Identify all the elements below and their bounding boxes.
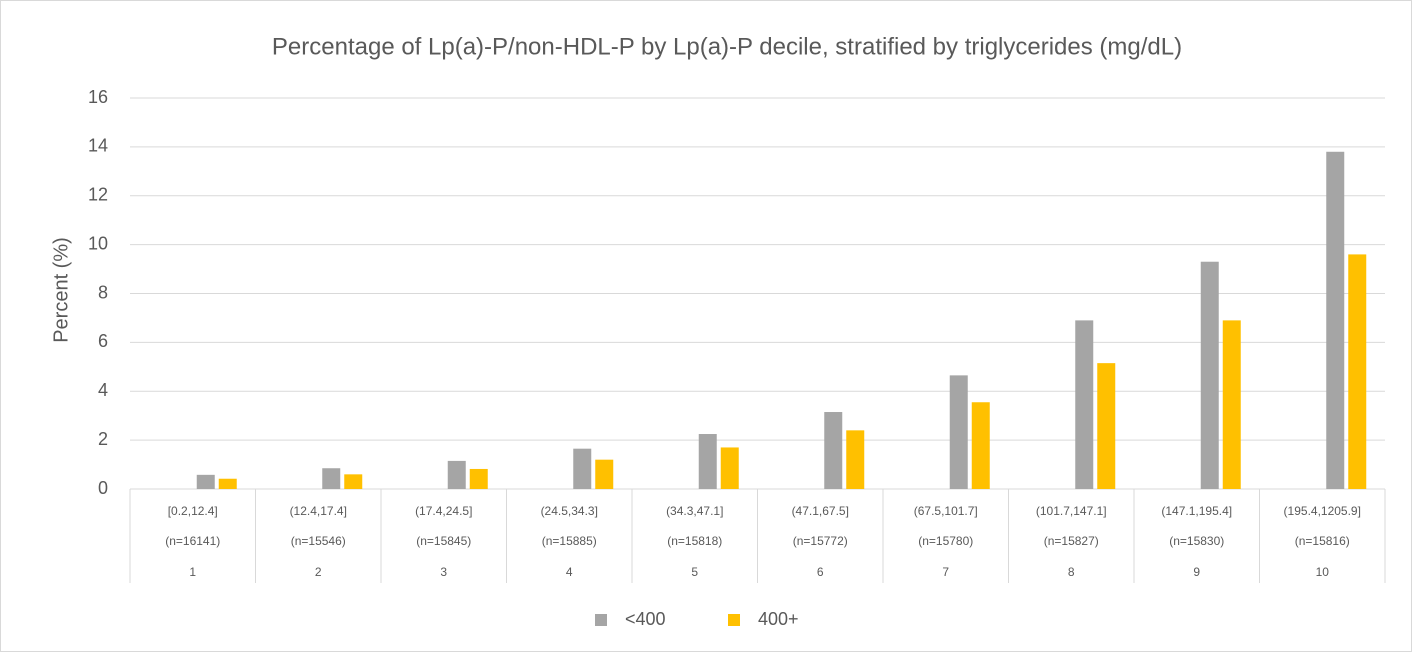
y-tick-label: 6	[98, 331, 108, 351]
x-range-label: (34.3,47.1]	[666, 504, 723, 518]
bar	[447, 460, 466, 489]
bar	[698, 434, 717, 489]
y-axis-label: Percent (%)	[50, 237, 72, 343]
bar	[720, 447, 739, 489]
bar	[196, 474, 215, 489]
x-tick-label: 5	[691, 565, 698, 579]
x-count-label: (n=15816)	[1295, 534, 1350, 548]
y-tick-label: 8	[98, 282, 108, 302]
x-range-label: (47.1,67.5]	[792, 504, 849, 518]
bar	[1348, 254, 1367, 489]
x-tick-label: 2	[315, 565, 322, 579]
bar	[1326, 151, 1345, 489]
x-range-label: (195.4,1205.9]	[1284, 504, 1361, 518]
x-range-label: (101.7,147.1]	[1036, 504, 1107, 518]
bar	[971, 402, 990, 489]
x-tick-label: 7	[942, 565, 949, 579]
bar	[469, 468, 488, 489]
x-count-label: (n=15827)	[1044, 534, 1099, 548]
x-range-label: (24.5,34.3]	[541, 504, 598, 518]
bar	[1075, 320, 1094, 489]
legend-swatch	[595, 614, 607, 626]
x-count-label: (n=15780)	[918, 534, 973, 548]
x-count-label: (n=15885)	[542, 534, 597, 548]
x-tick-label: 4	[566, 565, 573, 579]
legend-swatch	[728, 614, 740, 626]
bar	[824, 412, 843, 489]
chart-title: Percentage of Lp(a)-P/non-HDL-P by Lp(a)…	[272, 33, 1182, 60]
x-tick-label: 1	[189, 565, 196, 579]
x-count-label: (n=15772)	[793, 534, 848, 548]
bar	[1200, 261, 1219, 489]
x-count-label: (n=15845)	[416, 534, 471, 548]
x-range-label: (12.4,17.4]	[290, 504, 347, 518]
x-tick-label: 6	[817, 565, 824, 579]
y-tick-label: 2	[98, 429, 108, 449]
x-tick-label: 3	[440, 565, 447, 579]
y-tick-label: 0	[98, 478, 108, 498]
x-tick-label: 9	[1193, 565, 1200, 579]
x-range-label: (147.1,195.4]	[1161, 504, 1232, 518]
x-count-label: (n=16141)	[165, 534, 220, 548]
legend-label: <400	[625, 609, 666, 629]
bar	[218, 478, 237, 489]
bar	[595, 459, 614, 489]
x-count-label: (n=15546)	[291, 534, 346, 548]
bar	[1222, 320, 1241, 489]
x-tick-label: 10	[1316, 565, 1330, 579]
legend-label: 400+	[758, 609, 799, 629]
y-tick-label: 12	[88, 185, 108, 205]
x-range-label: (17.4,24.5]	[415, 504, 472, 518]
y-tick-label: 4	[98, 380, 108, 400]
x-tick-label: 8	[1068, 565, 1075, 579]
bar	[322, 468, 341, 489]
x-count-label: (n=15818)	[667, 534, 722, 548]
y-tick-label: 16	[88, 87, 108, 107]
bar	[1097, 363, 1116, 489]
bar	[344, 474, 363, 489]
y-tick-label: 10	[88, 233, 108, 253]
x-range-label: [0.2,12.4]	[168, 504, 218, 518]
x-range-label: (67.5,101.7]	[914, 504, 978, 518]
x-count-label: (n=15830)	[1169, 534, 1224, 548]
bar	[846, 430, 865, 489]
bar	[573, 448, 592, 489]
y-tick-label: 14	[88, 136, 108, 156]
bar	[949, 375, 968, 489]
